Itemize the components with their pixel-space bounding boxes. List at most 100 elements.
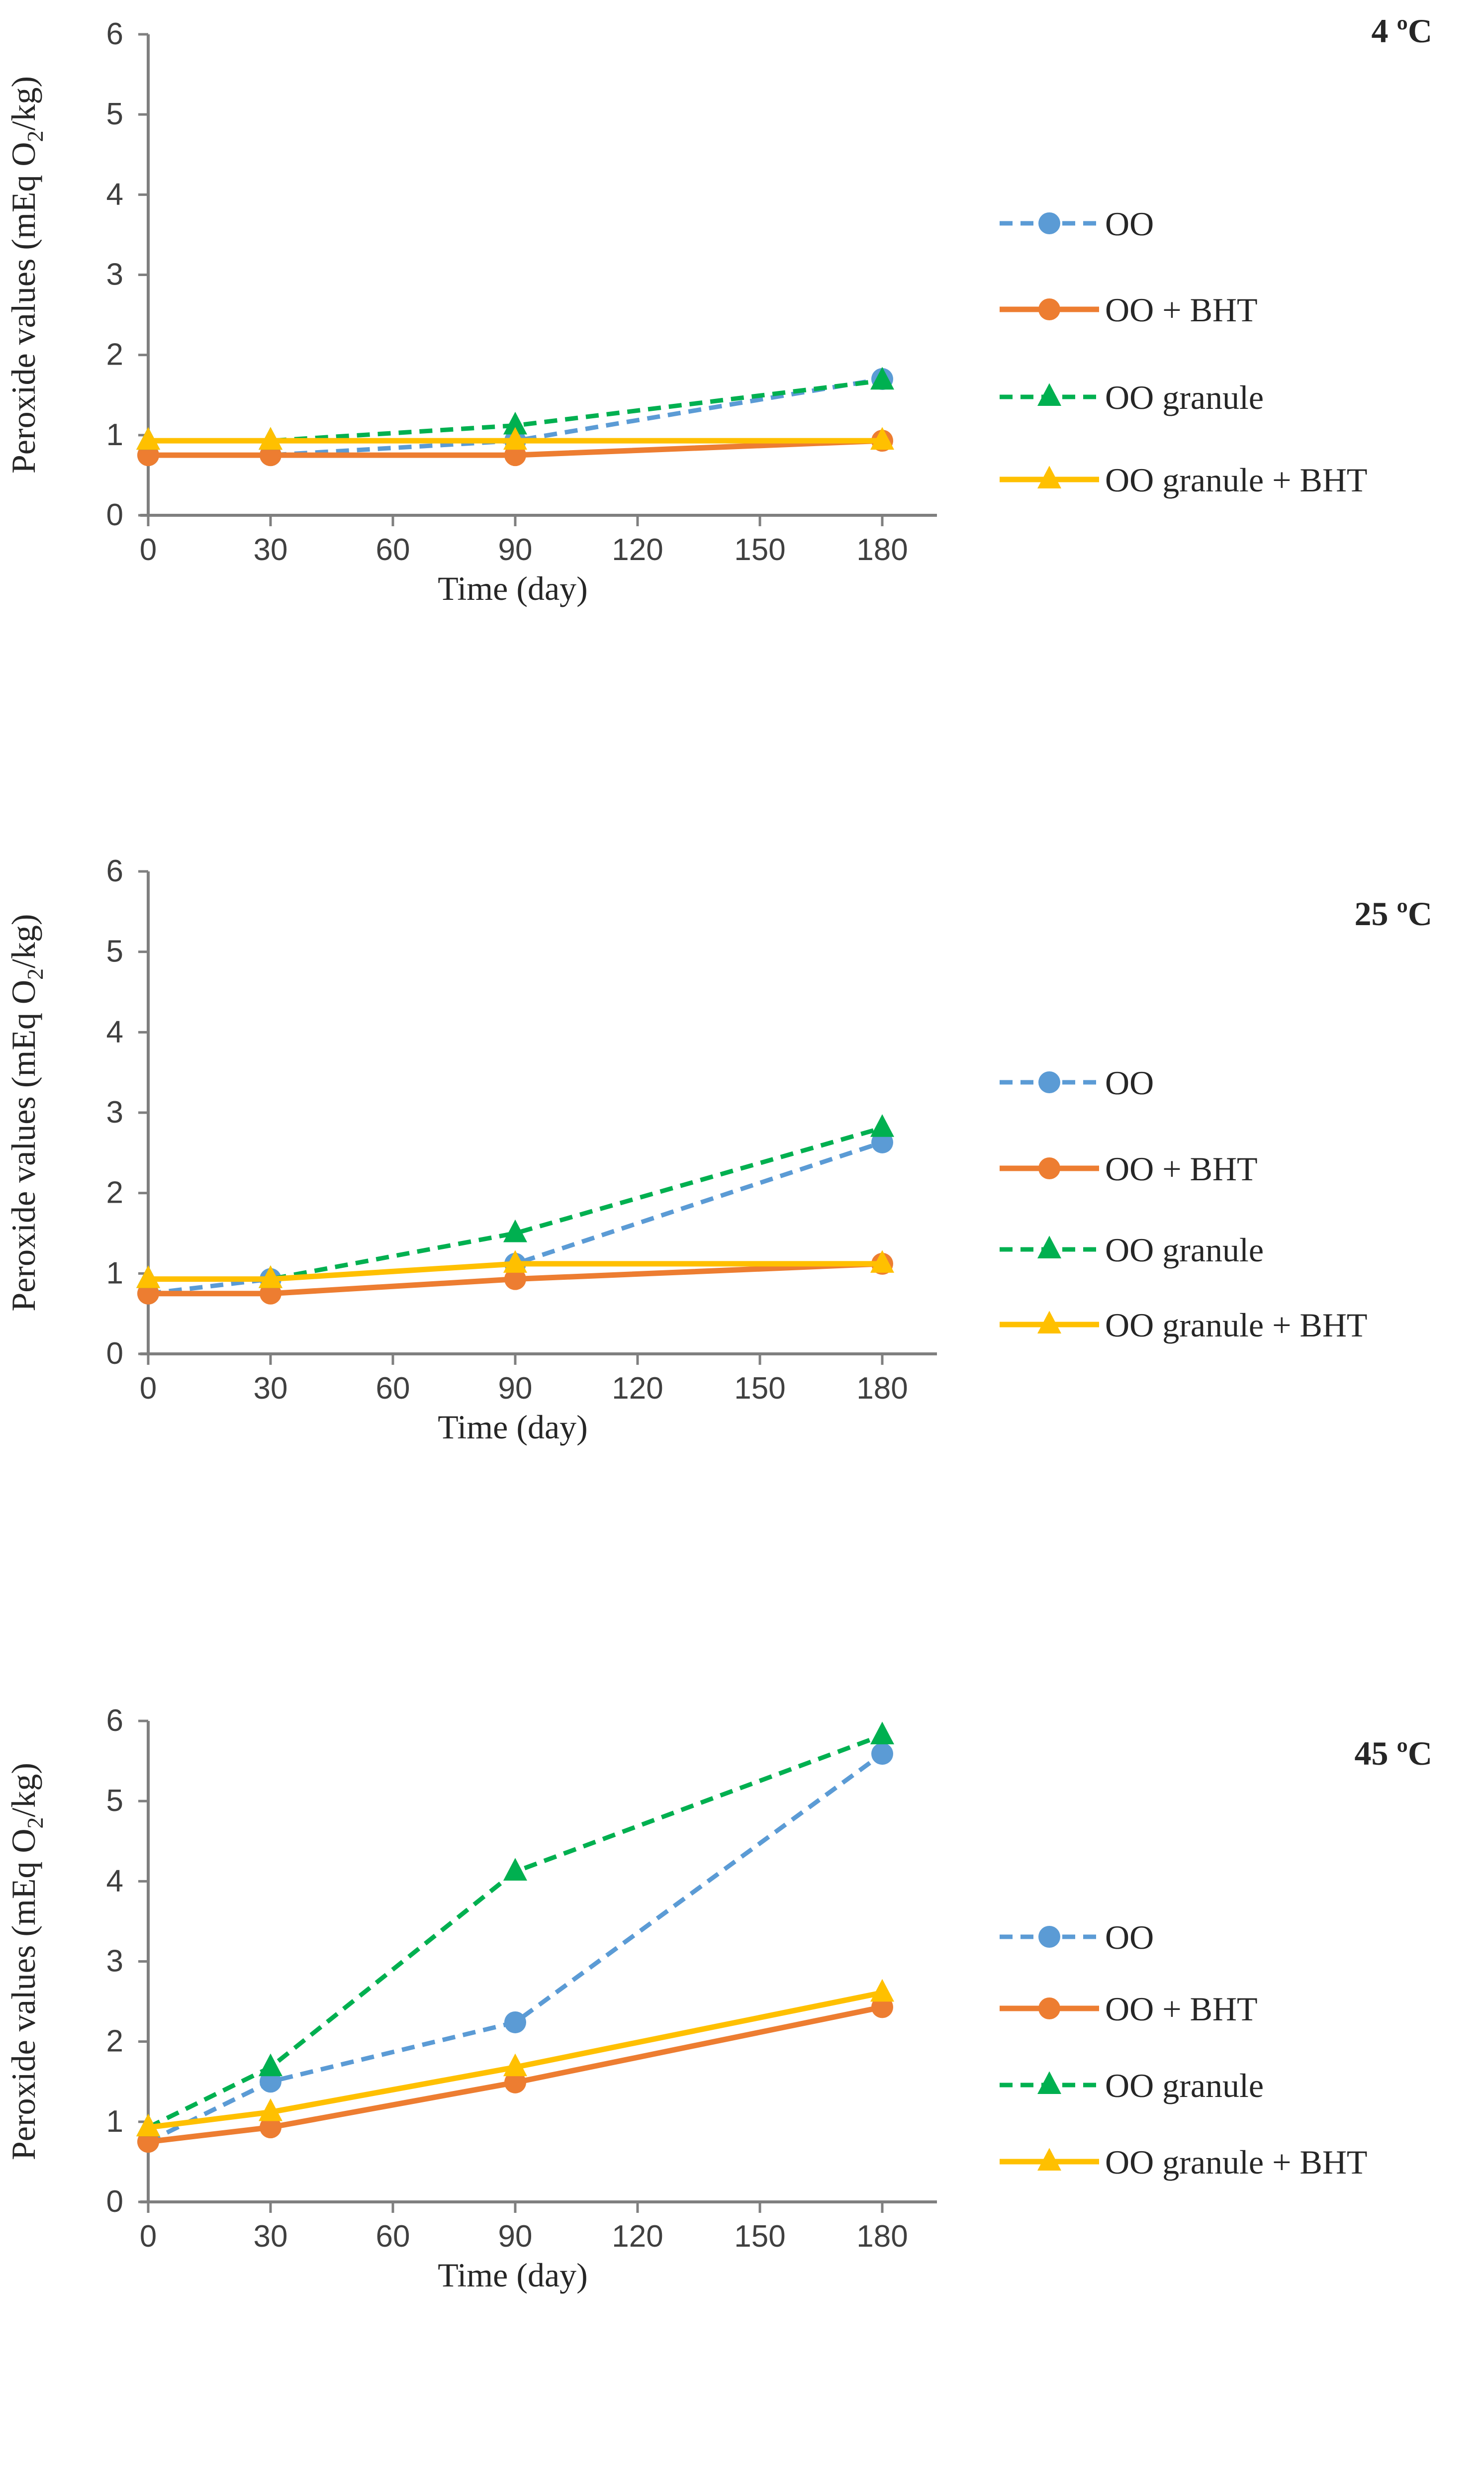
y-tick-label: 4 <box>106 177 123 211</box>
legend-circle-marker-icon <box>1038 1926 1060 1948</box>
legend-item: OO granule <box>1000 379 1264 416</box>
x-axis-title: Time (day) <box>438 1408 588 1446</box>
legend-item: OO granule + BHT <box>1000 1306 1367 1344</box>
y-axis-title-unit: /kg) <box>4 914 42 968</box>
legend-label: OO granule <box>1105 379 1264 416</box>
legend-item: OO granule <box>1000 2067 1264 2104</box>
series-line <box>148 2004 883 2145</box>
y-tick-label: 3 <box>106 1944 123 1979</box>
series-line <box>147 1733 883 2130</box>
series-line <box>148 377 883 458</box>
legend-item: OO granule + BHT <box>1000 2143 1367 2181</box>
y-axis-title-main: Peroxide values (mEq O <box>4 142 42 474</box>
y-axis-title-subscript: 2 <box>22 968 48 980</box>
data-point <box>871 1996 893 2018</box>
legend-item: OO <box>1000 1918 1154 1956</box>
y-axis-title-main: Peroxide values (mEq O <box>4 980 42 1312</box>
data-point <box>871 1743 893 1765</box>
x-tick-label: 90 <box>498 1371 533 1406</box>
y-tick-label: 1 <box>106 2104 123 2139</box>
x-tick-label: 120 <box>612 2219 663 2254</box>
y-tick-label: 6 <box>106 17 123 51</box>
data-point <box>259 427 282 450</box>
data-point <box>870 1979 894 2002</box>
data-point <box>503 1219 527 1242</box>
legend: OO OO + BHT OO granule OO granule + BHT <box>1000 1918 1367 2181</box>
y-axis-title-subscript: 2 <box>22 1817 48 1828</box>
legend-item: OO + BHT <box>1000 1150 1258 1188</box>
legend-item: OO granule + BHT <box>1000 461 1367 499</box>
y-tick-label: 3 <box>106 1095 123 1130</box>
data-point <box>260 1282 281 1305</box>
x-tick-label: 60 <box>376 1371 410 1406</box>
legend-label: OO <box>1105 205 1154 243</box>
data-point <box>503 411 527 435</box>
y-tick-label: 6 <box>106 854 123 888</box>
x-tick-label: 30 <box>254 1371 288 1406</box>
series-line <box>148 438 883 458</box>
data-point <box>136 1265 160 1288</box>
x-tick-label: 150 <box>734 2219 785 2254</box>
y-axis-title-subscript: 2 <box>22 130 48 142</box>
y-tick-label: 0 <box>106 2184 123 2219</box>
series-line <box>148 1261 883 1297</box>
data-point <box>259 2098 282 2121</box>
data-point <box>870 1114 894 1137</box>
series-oo-granule-bht <box>136 427 894 450</box>
data-point <box>503 1250 527 1273</box>
data-point <box>260 444 281 467</box>
series-oo-granule-bht <box>136 1250 894 1288</box>
series-oo-bht <box>137 1996 893 2153</box>
y-tick-label: 5 <box>106 935 123 969</box>
y-tick-label: 6 <box>106 1704 123 1738</box>
y-tick-label: 2 <box>106 2024 123 2059</box>
data-point <box>870 367 894 390</box>
data-point <box>504 2071 526 2093</box>
panel-title: 4 ºC <box>1371 12 1432 50</box>
series-line <box>148 1990 883 2130</box>
data-point <box>137 1282 159 1305</box>
legend-circle-marker-icon <box>1038 1997 1060 2019</box>
data-point <box>503 1858 527 1881</box>
data-point <box>870 427 894 450</box>
x-axis-title: Time (day) <box>438 2256 588 2294</box>
x-tick-label: 60 <box>376 533 410 567</box>
legend-label: OO + BHT <box>1105 1990 1258 2028</box>
data-point <box>870 1721 894 1745</box>
legend: OO OO + BHT OO granule OO granule + BHT <box>1000 205 1367 499</box>
x-tick-label: 30 <box>254 533 288 567</box>
data-point <box>504 1268 526 1290</box>
legend-circle-marker-icon <box>1038 298 1060 320</box>
y-axis-title-unit: /kg) <box>4 76 42 131</box>
legend-item: OO <box>1000 205 1154 243</box>
y-axis-title: Peroxide values (mEq O2/kg) <box>4 76 48 474</box>
series-line <box>147 1752 884 2144</box>
x-tick-label: 0 <box>140 533 157 567</box>
legend-triangle-marker-icon <box>1037 2071 1061 2094</box>
x-tick-label: 120 <box>612 1371 663 1406</box>
y-axis-title-unit: /kg) <box>4 1763 42 1817</box>
x-tick-label: 150 <box>734 533 785 567</box>
data-point <box>259 2053 282 2077</box>
y-axis-title: Peroxide values (mEq O2/kg) <box>4 914 48 1311</box>
legend-label: OO granule + BHT <box>1105 2143 1367 2181</box>
data-point <box>503 2053 527 2077</box>
legend-triangle-marker-icon <box>1037 466 1061 488</box>
legend-item: OO granule <box>1000 1231 1264 1269</box>
data-point <box>137 444 159 467</box>
legend-triangle-marker-icon <box>1037 1235 1061 1258</box>
panel-title: 45 ºC <box>1354 1734 1432 1772</box>
x-tick-label: 0 <box>140 2219 157 2254</box>
y-tick-label: 4 <box>106 1015 123 1049</box>
x-tick-label: 90 <box>498 533 533 567</box>
legend-triangle-marker-icon <box>1037 2148 1061 2171</box>
legend-label: OO + BHT <box>1105 291 1258 329</box>
panel-title: 25 ºC <box>1354 895 1432 933</box>
data-point <box>871 1131 893 1153</box>
y-tick-label: 4 <box>106 1864 123 1898</box>
legend-circle-marker-icon <box>1038 212 1060 234</box>
